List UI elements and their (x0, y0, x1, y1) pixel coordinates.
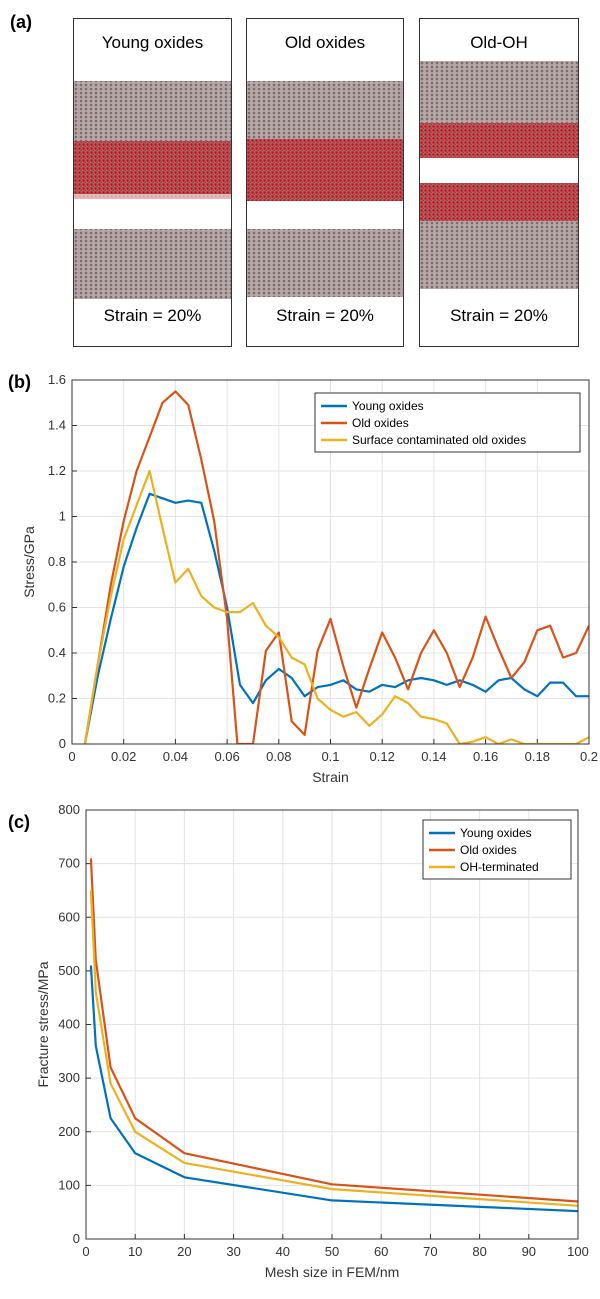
series-line (83, 469, 589, 744)
y-axis-label: Fracture stress/MPa (35, 961, 51, 1087)
y-tick-label: 0.4 (48, 645, 66, 660)
y-tick-label: 300 (58, 1070, 80, 1085)
strain-label: Strain = 20% (450, 306, 548, 325)
y-tick-label: 1.4 (48, 418, 66, 433)
panel-a-label: (a) (10, 12, 32, 32)
series-line (83, 492, 589, 744)
legend-box (314, 392, 581, 453)
plot-frame (71, 379, 590, 745)
legend-entry: OH-terminated (460, 860, 539, 874)
x-tick-label: 30 (226, 1244, 240, 1259)
x-tick-label: 100 (567, 1244, 589, 1259)
legend: Young oxides Old oxides Surface contaminat… (314, 392, 581, 453)
x-tick-label: 20 (177, 1244, 191, 1259)
y-tick-label: 1 (59, 509, 66, 524)
legend-entry: Old oxides (352, 416, 409, 430)
stress-strain-chart: 0 0.02 0.04 0.06 0.08 0.1 0.12 0.14 0.16 0.18 0.2 0… (21, 372, 598, 785)
plot-frame (85, 809, 579, 1240)
x-tick-label: 0.16 (473, 749, 498, 764)
x-tick-label: 60 (374, 1244, 388, 1259)
x-tick-label: 80 (472, 1244, 486, 1259)
legend: Young oxides Old oxides OH-terminated (422, 819, 572, 880)
legend-entry: Young oxides (352, 399, 424, 413)
atom-snapshot-image (247, 81, 403, 297)
y-tick-label: 600 (58, 909, 80, 924)
y-tick-label: 500 (58, 963, 80, 978)
legend-entry: Old oxides (460, 843, 517, 857)
y-tick-label: 0.6 (48, 600, 66, 615)
x-tick-label: 0.06 (214, 749, 239, 764)
y-tick-label: 0.2 (48, 691, 66, 706)
x-tick-label: 0.04 (163, 749, 188, 764)
strain-label: Strain = 20% (276, 306, 374, 325)
md-snapshot-old: Old oxides Strain = 20% (246, 18, 404, 347)
x-tick-label: 0.14 (421, 749, 446, 764)
y-tick-label: 0 (73, 1231, 80, 1246)
panel-title: Young oxides (101, 33, 204, 52)
x-tick-label: 0 (68, 749, 75, 764)
series-line (89, 965, 578, 1213)
legend-entry: Young oxides (460, 826, 532, 840)
fracture-stress-chart: 0 10 20 30 40 50 60 70 80 90 100 0 100 200 300 400 500 60… (35, 802, 589, 1280)
x-axis-label: Strain (312, 769, 349, 785)
series-line (83, 390, 589, 744)
x-tick-label: 70 (423, 1244, 437, 1259)
panel-title: Old oxides (284, 33, 366, 52)
x-tick-label: 0.18 (525, 749, 550, 764)
y-tick-label: 200 (58, 1124, 80, 1139)
y-tick-label: 1.2 (48, 463, 66, 478)
x-tick-label: 90 (522, 1244, 536, 1259)
x-tick-label: 10 (128, 1244, 142, 1259)
strain-label: Strain = 20% (103, 306, 202, 325)
panel-b-label: (b) (8, 372, 31, 392)
y-axis-label: Stress/GPa (21, 526, 37, 598)
md-snapshot-young: Young oxides Strain = 20% (73, 18, 232, 347)
atom-snapshot-image (74, 81, 231, 299)
x-tick-label: 50 (325, 1244, 339, 1259)
series-line (89, 858, 578, 1203)
x-tick-label: 0.1 (321, 749, 339, 764)
series-line (89, 890, 578, 1207)
x-tick-label: 0.08 (266, 749, 291, 764)
x-axis-label: Mesh size in FEM/nm (265, 1264, 400, 1280)
x-tick-label: 0.2 (580, 749, 598, 764)
y-tick-label: 1.6 (48, 372, 66, 387)
y-tick-label: 700 (58, 856, 80, 871)
x-tick-label: 0.02 (111, 749, 136, 764)
md-snapshot-old-oh: Old-OH Strain = 20% (419, 18, 579, 347)
panel-c-label: (c) (8, 812, 30, 832)
y-tick-label: 400 (58, 1017, 80, 1032)
y-tick-label: 100 (58, 1177, 80, 1192)
y-tick-label: 0.8 (48, 554, 66, 569)
panel-title: Old-OH (470, 33, 528, 52)
legend-entry: Surface contaminated old oxides (352, 433, 526, 447)
x-tick-label: 0.12 (370, 749, 395, 764)
atom-snapshot-image (420, 61, 578, 289)
x-tick-label: 0 (82, 1244, 89, 1259)
x-tick-label: 40 (276, 1244, 290, 1259)
y-tick-label: 0 (59, 736, 66, 751)
y-tick-label: 800 (58, 802, 80, 817)
